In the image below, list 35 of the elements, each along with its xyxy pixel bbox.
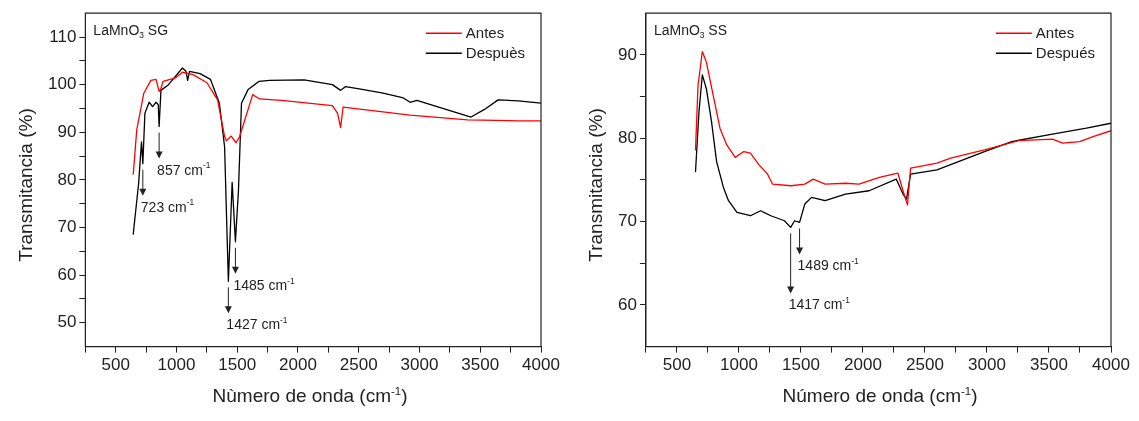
legend-label: Antes — [465, 24, 505, 42]
x-tick-label: 1500 — [782, 355, 820, 375]
x-tick-label: 3000 — [968, 355, 1006, 375]
x-tick-label: 1000 — [157, 355, 196, 375]
x-axis-title: Número de onda (cm$^{-1}$) — [782, 385, 978, 408]
y-tick-label: 50 — [57, 312, 77, 332]
x-tick-label: 3500 — [461, 355, 500, 375]
y-tick-label: 80 — [57, 169, 77, 189]
x-tick-label: 4000 — [522, 355, 560, 375]
y-tick-label: 110 — [49, 26, 77, 46]
y-axis-title: Transmitancia (%) — [585, 108, 607, 262]
legend-label: Después — [1035, 44, 1095, 62]
x-tick-label: 1000 — [720, 355, 758, 375]
x-axis-title: Nùmero de onda (cm$^{-1}$) — [212, 385, 408, 408]
x-tick-label: 2000 — [279, 355, 317, 375]
legend-label: Antes — [1035, 24, 1075, 42]
y-tick-label: 60 — [617, 294, 637, 314]
x-tick-label: 500 — [662, 355, 692, 375]
y-tick-label: 100 — [47, 74, 77, 94]
y-tick-label: 60 — [57, 264, 77, 284]
y-tick-label: 70 — [57, 217, 77, 237]
y-tick-label: 80 — [617, 127, 637, 147]
x-tick-label: 500 — [101, 355, 130, 375]
x-tick-label: 2500 — [339, 355, 378, 375]
y-tick-label: 90 — [57, 121, 77, 141]
x-tick-label: 3000 — [400, 355, 439, 375]
x-tick-label: 3500 — [1030, 355, 1068, 375]
x-tick-label: 2000 — [844, 355, 882, 375]
x-tick-label: 2500 — [906, 355, 944, 375]
y-axis-title: Transmitancia (%) — [15, 108, 37, 262]
legend-label: Despuès — [465, 44, 525, 62]
x-tick-label: 1500 — [218, 355, 257, 375]
y-tick-label: 90 — [617, 44, 637, 64]
y-tick-label: 70 — [617, 211, 637, 231]
x-tick-label: 4000 — [1092, 355, 1130, 375]
